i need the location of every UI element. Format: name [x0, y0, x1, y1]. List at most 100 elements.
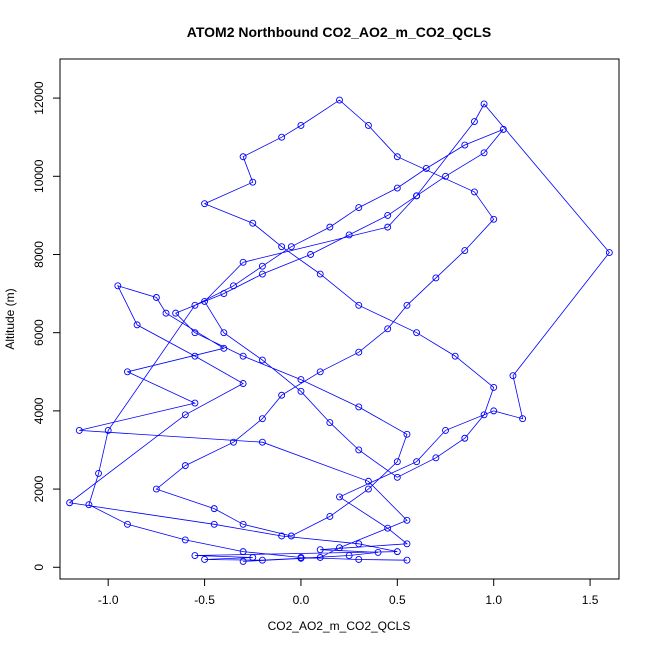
- data-point: [230, 282, 237, 290]
- data-point: [480, 149, 488, 157]
- data-point: [191, 329, 199, 337]
- data-point: [152, 485, 160, 493]
- data-point: [75, 426, 83, 434]
- y-tick-label: 4000: [32, 397, 46, 424]
- data-point: [442, 172, 449, 180]
- data-point: [220, 329, 228, 337]
- y-tick-label: 8000: [32, 241, 46, 268]
- data-point: [316, 546, 324, 554]
- data-point: [442, 426, 449, 434]
- x-tick-label: 1.5: [582, 593, 599, 607]
- y-tick-label: 2000: [32, 475, 46, 502]
- data-point: [239, 380, 247, 387]
- data-point: [220, 344, 228, 352]
- y-tick-label: 10000: [32, 159, 46, 193]
- data-point: [364, 485, 372, 493]
- data-point: [181, 462, 189, 470]
- data-point: [249, 178, 257, 186]
- data-point: [499, 125, 507, 133]
- data-point: [201, 200, 209, 208]
- data-point: [413, 329, 421, 337]
- data-point: [230, 438, 237, 446]
- data-point: [297, 122, 305, 129]
- data-point: [451, 352, 459, 360]
- data-point: [393, 548, 401, 556]
- y-axis-label: Altitude (m): [3, 288, 17, 349]
- data-point: [384, 223, 392, 231]
- data-point: [278, 532, 286, 540]
- data-point: [287, 243, 295, 251]
- data-point: [316, 554, 324, 561]
- data-point: [191, 301, 199, 309]
- y-axis: 0 2000 4000 6000 8000 10000 12000: [32, 81, 61, 571]
- data-point: [239, 258, 247, 266]
- data-point: [191, 352, 199, 360]
- data-point: [239, 153, 247, 161]
- data-point: [297, 554, 305, 561]
- data-point: [307, 251, 315, 258]
- data-point: [316, 270, 324, 278]
- data-point: [384, 524, 392, 532]
- data-point: [297, 376, 305, 384]
- data-point: [124, 368, 131, 376]
- series: [66, 96, 613, 565]
- data-point: [413, 458, 421, 466]
- data-point: [239, 548, 247, 556]
- data-point: [95, 469, 103, 477]
- data-point: [519, 415, 527, 423]
- data-point: [345, 552, 353, 559]
- data-point: [403, 540, 411, 548]
- x-tick-label: -1.0: [98, 593, 119, 607]
- data-point: [278, 133, 286, 141]
- y-tick-label: 12000: [32, 81, 46, 115]
- y-tick-label: 6000: [32, 319, 46, 346]
- data-point: [403, 556, 411, 564]
- data-point: [364, 122, 372, 129]
- data-point: [490, 383, 498, 391]
- data-point: [191, 399, 199, 407]
- chart-title: ATOM2 Northbound CO2_AO2_m_CO2_QCLS: [187, 24, 491, 40]
- data-point: [461, 247, 469, 255]
- data-point: [249, 219, 257, 227]
- data-point: [258, 270, 266, 278]
- data-point: [326, 512, 334, 520]
- y-tick-label: 0: [32, 564, 46, 571]
- data-point: [461, 434, 469, 442]
- data-point: [239, 557, 247, 565]
- data-point: [345, 231, 353, 239]
- data-point: [162, 309, 170, 317]
- data-point: [85, 501, 93, 509]
- data-point: [191, 552, 199, 559]
- data-point: [470, 188, 478, 196]
- data-point: [258, 262, 266, 270]
- data-point: [336, 493, 343, 501]
- data-point: [374, 548, 382, 556]
- data-point: [393, 473, 401, 481]
- data-point: [114, 282, 122, 290]
- data-point: [355, 540, 363, 548]
- data-point: [490, 407, 498, 415]
- data-point: [316, 368, 324, 376]
- data-point: [201, 297, 209, 305]
- data-point: [201, 556, 209, 563]
- data-point: [384, 211, 392, 219]
- data-point: [326, 419, 334, 427]
- data-point: [393, 153, 401, 161]
- data-point: [461, 141, 469, 149]
- data-point: [355, 403, 363, 411]
- data-point: [287, 532, 295, 540]
- data-point: [393, 184, 401, 192]
- data-point: [422, 165, 430, 172]
- x-tick-label: 0.5: [389, 593, 406, 607]
- data-point: [258, 415, 266, 423]
- data-point: [210, 505, 218, 513]
- data-point: [336, 96, 343, 104]
- data-point: [104, 426, 112, 434]
- data-point: [326, 223, 334, 231]
- data-point: [181, 411, 189, 419]
- data-point: [336, 544, 343, 552]
- data-point: [152, 294, 160, 301]
- data-point: [413, 192, 421, 200]
- series-line: [68, 99, 610, 562]
- data-point: [480, 411, 488, 419]
